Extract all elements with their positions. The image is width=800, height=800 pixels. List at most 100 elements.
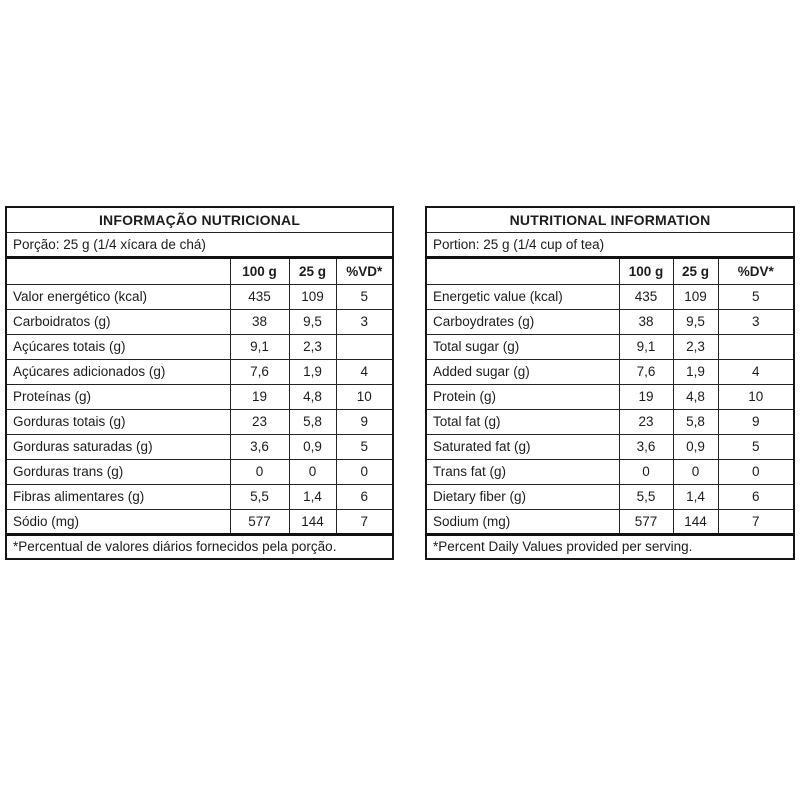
table-row: Added sugar (g) 7,6 1,9 4 <box>425 358 795 385</box>
value-per-100g: 7,6 <box>229 358 290 385</box>
portion-row: Portion: 25 g (1/4 cup of tea) <box>425 231 795 259</box>
table-row: Total sugar (g) 9,1 2,3 <box>425 333 795 360</box>
row-label: Gorduras totais (g) <box>5 408 231 435</box>
value-per-25g: 0,9 <box>672 433 719 460</box>
column-header-25g: 25 g <box>672 256 719 285</box>
table-row: Protein (g) 19 4,8 10 <box>425 383 795 410</box>
value-per-100g: 23 <box>229 408 290 435</box>
value-dv: 6 <box>717 483 795 510</box>
value-per-100g: 577 <box>618 508 674 536</box>
value-dv: 3 <box>335 308 394 335</box>
value-per-100g: 3,6 <box>618 433 674 460</box>
value-per-25g: 0,9 <box>288 433 337 460</box>
portion-text: Porção: 25 g (1/4 xícara de chá) <box>5 231 394 259</box>
row-label: Carboidratos (g) <box>5 308 231 335</box>
value-dv: 6 <box>335 483 394 510</box>
footnote-row: *Percent Daily Values provided per servi… <box>425 533 795 560</box>
value-per-25g: 1,4 <box>288 483 337 510</box>
footnote-text: *Percentual de valores diários fornecido… <box>5 533 394 560</box>
value-per-100g: 19 <box>229 383 290 410</box>
value-per-100g: 577 <box>229 508 290 536</box>
table-row: Gorduras totais (g) 23 5,8 9 <box>5 408 394 435</box>
table-row: Sodium (mg) 577 144 7 <box>425 508 795 536</box>
portion-row: Porção: 25 g (1/4 xícara de chá) <box>5 231 394 259</box>
table-row: Saturated fat (g) 3,6 0,9 5 <box>425 433 795 460</box>
column-header-100g: 100 g <box>229 256 290 285</box>
value-dv: 5 <box>335 433 394 460</box>
value-per-100g: 7,6 <box>618 358 674 385</box>
table-row: Trans fat (g) 0 0 0 <box>425 458 795 485</box>
row-label: Açúcares totais (g) <box>5 333 231 360</box>
row-label: Total sugar (g) <box>425 333 620 360</box>
value-per-25g: 109 <box>672 283 719 310</box>
value-dv: 10 <box>717 383 795 410</box>
table-row: Valor energético (kcal) 435 109 5 <box>5 283 394 310</box>
value-dv: 4 <box>717 358 795 385</box>
value-per-25g: 5,8 <box>288 408 337 435</box>
value-dv: 7 <box>335 508 394 536</box>
column-header-100g: 100 g <box>618 256 674 285</box>
title-row: INFORMAÇÃO NUTRICIONAL <box>5 206 394 233</box>
table-row: Gorduras saturadas (g) 3,6 0,9 5 <box>5 433 394 460</box>
table-row: Açúcares adicionados (g) 7,6 1,9 4 <box>5 358 394 385</box>
row-label: Gorduras trans (g) <box>5 458 231 485</box>
table-row: Gorduras trans (g) 0 0 0 <box>5 458 394 485</box>
value-per-25g: 2,3 <box>672 333 719 360</box>
value-per-25g: 1,9 <box>672 358 719 385</box>
value-per-25g: 0 <box>288 458 337 485</box>
value-dv: 5 <box>335 283 394 310</box>
value-per-100g: 23 <box>618 408 674 435</box>
value-dv: 0 <box>335 458 394 485</box>
value-per-100g: 5,5 <box>618 483 674 510</box>
value-per-25g: 9,5 <box>672 308 719 335</box>
row-label: Valor energético (kcal) <box>5 283 231 310</box>
column-header-25g: 25 g <box>288 256 337 285</box>
row-label: Dietary fiber (g) <box>425 483 620 510</box>
nutrition-table-en: NUTRITIONAL INFORMATION Portion: 25 g (1… <box>425 206 796 560</box>
value-per-100g: 9,1 <box>229 333 290 360</box>
portion-text: Portion: 25 g (1/4 cup of tea) <box>425 231 795 259</box>
table-row: Carboidratos (g) 38 9,5 3 <box>5 308 394 335</box>
value-per-25g: 4,8 <box>672 383 719 410</box>
value-dv: 4 <box>335 358 394 385</box>
column-header-empty <box>5 256 231 285</box>
value-dv: 5 <box>717 283 795 310</box>
row-label: Added sugar (g) <box>425 358 620 385</box>
row-label: Sódio (mg) <box>5 508 231 536</box>
value-per-100g: 0 <box>229 458 290 485</box>
value-per-25g: 0 <box>672 458 719 485</box>
table-title: INFORMAÇÃO NUTRICIONAL <box>5 206 394 233</box>
value-per-100g: 435 <box>229 283 290 310</box>
row-label: Energetic value (kcal) <box>425 283 620 310</box>
column-header-dv: %VD* <box>335 256 394 285</box>
row-label: Gorduras saturadas (g) <box>5 433 231 460</box>
title-row: NUTRITIONAL INFORMATION <box>425 206 795 233</box>
value-per-25g: 2,3 <box>288 333 337 360</box>
value-per-25g: 4,8 <box>288 383 337 410</box>
value-per-100g: 435 <box>618 283 674 310</box>
row-label: Carboydrates (g) <box>425 308 620 335</box>
value-per-25g: 1,4 <box>672 483 719 510</box>
row-label: Saturated fat (g) <box>425 433 620 460</box>
value-per-100g: 0 <box>618 458 674 485</box>
value-per-100g: 19 <box>618 383 674 410</box>
value-dv: 10 <box>335 383 394 410</box>
row-label: Trans fat (g) <box>425 458 620 485</box>
row-label: Açúcares adicionados (g) <box>5 358 231 385</box>
table-row: Açúcares totais (g) 9,1 2,3 <box>5 333 394 360</box>
column-header-empty <box>425 256 620 285</box>
table-row: Carboydrates (g) 38 9,5 3 <box>425 308 795 335</box>
column-header-row: 100 g 25 g %DV* <box>425 256 795 285</box>
table-title: NUTRITIONAL INFORMATION <box>425 206 795 233</box>
value-dv <box>717 333 795 360</box>
row-label: Sodium (mg) <box>425 508 620 536</box>
table-row: Proteínas (g) 19 4,8 10 <box>5 383 394 410</box>
value-per-25g: 144 <box>288 508 337 536</box>
row-label: Protein (g) <box>425 383 620 410</box>
value-dv: 7 <box>717 508 795 536</box>
row-label: Proteínas (g) <box>5 383 231 410</box>
nutrition-table-pt: INFORMAÇÃO NUTRICIONAL Porção: 25 g (1/4… <box>5 206 395 560</box>
footnote-text: *Percent Daily Values provided per servi… <box>425 533 795 560</box>
nutrition-table-english: NUTRITIONAL INFORMATION Portion: 25 g (1… <box>425 206 796 560</box>
